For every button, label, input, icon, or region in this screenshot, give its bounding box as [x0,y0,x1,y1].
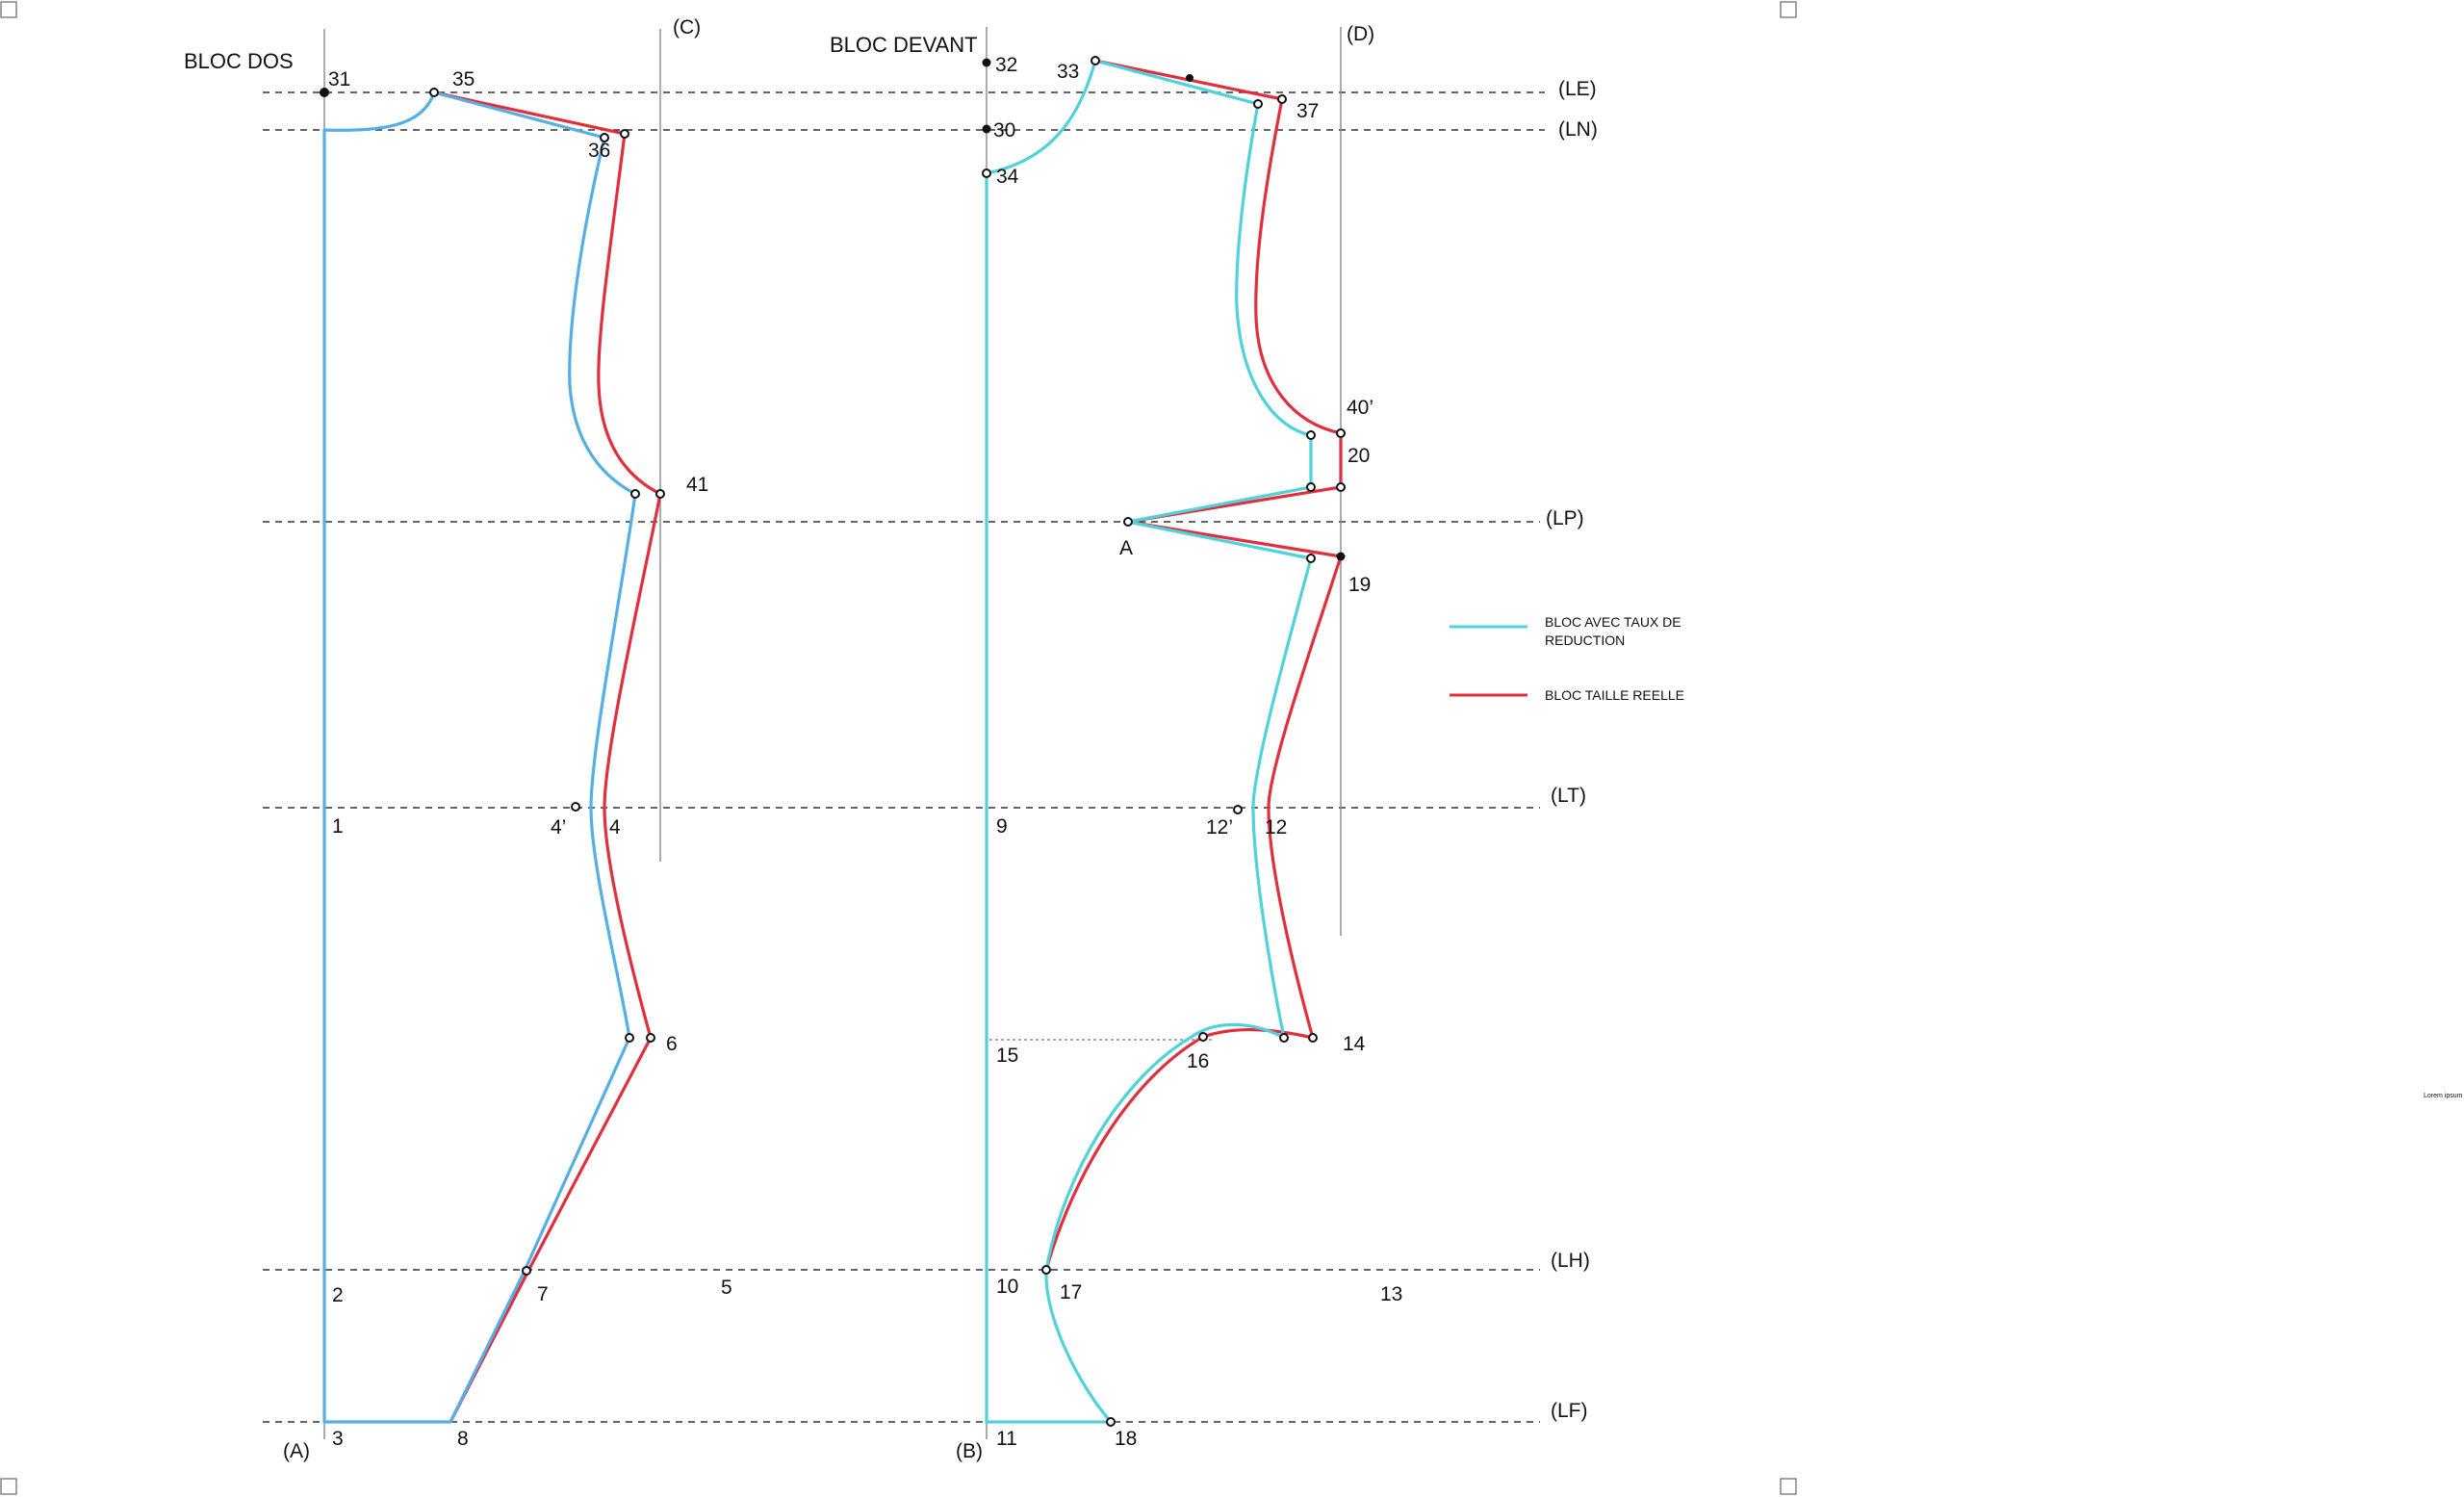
point-marker-20-reduced [1306,482,1316,492]
back-label-1: 1 [332,815,344,838]
point-marker-shoulder-mid [1186,74,1194,82]
point-marker-36-real [620,129,629,139]
back-label-41: 41 [686,474,708,496]
front-label-19: 19 [1348,574,1371,596]
front-label-17: 17 [1060,1281,1082,1303]
guide-label-lp: (LP) [1546,507,1584,529]
horizontal-guides [263,91,1545,1423]
back-block-real-outline [433,90,662,1423]
point-marker-37-real [1277,94,1287,104]
front-label-11: 11 [996,1428,1017,1450]
back-label-36: 36 [588,140,610,162]
back-label-4p: 4’ [551,816,566,839]
back-label-4: 4 [609,816,621,839]
corner-mark-bottom-right [1780,1478,1797,1495]
guide-label-b: (B) [956,1440,983,1462]
guide-label-ln: (LN) [1558,118,1598,141]
point-marker-14-reduced [1279,1033,1289,1043]
back-point-markers [320,88,665,1276]
corner-mark-top-right [1780,1,1797,18]
point-marker-18 [1106,1417,1116,1427]
guide-label-lt: (LT) [1551,785,1586,807]
guide-label-lf: (LF) [1551,1400,1588,1422]
front-label-40p: 40’ [1347,397,1373,419]
point-marker-6-reduced [625,1033,634,1043]
back-label-31: 31 [328,68,350,90]
back-label-6: 6 [666,1033,678,1055]
front-label-9: 9 [996,815,1008,838]
point-marker-41-real [655,489,665,499]
point-marker-7 [522,1266,531,1276]
back-label-5: 5 [721,1277,732,1299]
legend-label-reduced-line2: REDUCTION [1545,632,1625,648]
guide-label-lh: (LH) [1551,1250,1590,1272]
front-label-12p: 12’ [1206,816,1233,839]
front-label-34: 34 [996,166,1019,188]
front-label-13: 13 [1380,1283,1402,1305]
back-label-2: 2 [332,1284,344,1306]
front-label-30: 30 [993,119,1015,142]
front-label-32: 32 [995,54,1017,76]
point-marker-17 [1041,1265,1051,1275]
guide-label-c: (C) [673,16,701,39]
front-label-18: 18 [1115,1428,1137,1450]
guide-label-a: (A) [283,1440,310,1462]
title-bloc-devant: BLOC DEVANT [830,33,978,57]
point-marker-34 [982,168,991,178]
point-marker-40p-reduced [1306,430,1316,440]
legend-label-reduced-line1: BLOC AVEC TAUX DE [1545,614,1681,630]
front-label-a: A [1119,537,1133,559]
point-marker-12p [1233,805,1243,814]
point-marker-16 [1198,1032,1208,1042]
back-block-reduced-outline [322,90,637,1424]
front-label-15: 15 [996,1045,1018,1067]
back-label-35: 35 [452,68,475,90]
back-label-8: 8 [457,1428,469,1450]
front-label-12: 12 [1265,816,1287,839]
point-marker-30 [982,124,991,134]
point-marker-33 [1091,56,1100,65]
front-label-10: 10 [996,1276,1018,1298]
front-label-37: 37 [1296,100,1319,122]
title-bloc-dos: BLOC DOS [184,49,294,73]
front-block-real-outline [1044,59,1343,1271]
point-marker-19-reduced [1306,554,1316,563]
point-marker-4p [571,802,580,812]
point-marker-6-real [646,1033,655,1043]
point-marker-35 [429,88,439,97]
corner-mark-top-left [0,1,17,18]
point-marker-14-real [1308,1033,1318,1043]
point-marker-a [1123,517,1133,527]
corner-mark-bottom-left [0,1478,17,1495]
point-marker-40p-real [1336,428,1346,438]
legend-label-real: BLOC TAILLE REELLE [1545,687,1684,703]
front-label-16: 16 [1187,1050,1209,1072]
legend: BLOC AVEC TAUX DE REDUCTION BLOC TAILLE … [1450,614,1684,703]
front-label-14: 14 [1343,1033,1366,1055]
point-marker-31 [320,88,329,97]
back-label-3: 3 [332,1428,344,1450]
back-label-7: 7 [537,1283,549,1305]
front-point-markers [982,56,1346,1427]
side-note: Lorem ipsum [2424,1093,2463,1099]
front-label-33: 33 [1057,61,1079,83]
point-marker-20-real [1336,482,1346,492]
point-marker-36-reduced [600,133,609,142]
point-marker-19-real [1336,552,1346,561]
point-marker-37-reduced [1253,99,1263,109]
guide-label-le: (LE) [1558,78,1597,100]
point-marker-41-reduced [630,489,640,499]
guide-label-d: (D) [1347,23,1374,45]
point-marker-32 [982,58,991,67]
front-block-reduced-outline [985,59,1313,1424]
vertical-guides [323,27,1342,1439]
front-label-20: 20 [1348,445,1370,467]
